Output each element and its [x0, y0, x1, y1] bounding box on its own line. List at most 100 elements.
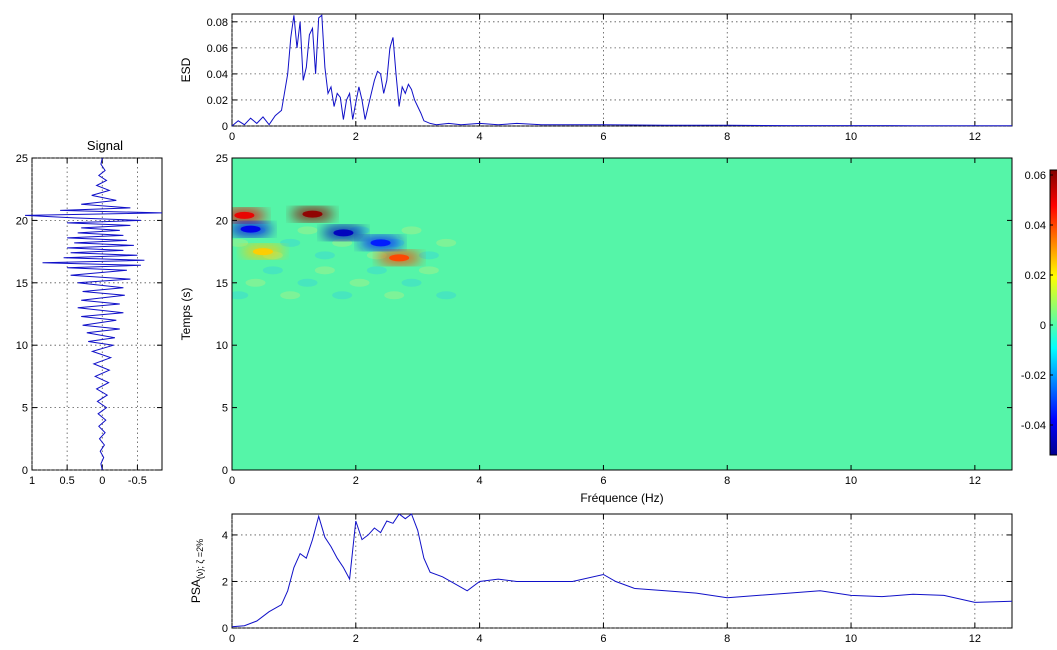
colorbar-tick-label: -0.04: [1021, 420, 1046, 432]
esd-ytick-label: 0.08: [207, 17, 228, 29]
spectrogram-ytick-label: 25: [216, 153, 228, 165]
colorbar-tick-label: -0.02: [1021, 370, 1046, 382]
spectrogram-background: [232, 158, 1012, 470]
signal-xtick-label: 1: [29, 475, 35, 487]
esd-ytick-label: 0.02: [207, 95, 228, 107]
psa-ticks: 0 2 4 6 8 10 12 0 2 4: [222, 514, 1012, 645]
spectrogram-hotspot-core: [389, 254, 410, 262]
signal-ytick-label: 10: [16, 340, 28, 352]
psa-xtick-label: 0: [229, 633, 235, 645]
colorbar-tick-label: 0.04: [1025, 220, 1046, 232]
psa-xtick-label: 8: [724, 633, 730, 645]
spectrogram-texture: [401, 226, 422, 235]
spectrogram-ytick-label: 15: [216, 278, 228, 290]
spectrogram-texture: [280, 238, 301, 247]
psa-ylabel: PSA(ν); ζ =2%: [189, 539, 205, 603]
psa-xtick-label: 4: [477, 633, 483, 645]
spectrogram-xtick-label: 6: [600, 475, 606, 487]
spectrogram-texture: [418, 266, 439, 275]
spectrogram-texture: [366, 266, 387, 275]
esd-xtick-label: 10: [845, 131, 857, 143]
spectrogram-texture: [436, 238, 457, 247]
spectrogram-ytick-label: 0: [222, 465, 228, 477]
spectrogram-xlabel: Fréquence (Hz): [580, 491, 663, 505]
spectrogram-hotspot-core: [234, 211, 255, 219]
spectrogram-ytick-label: 5: [222, 403, 228, 415]
spectrogram-hotspot-core: [252, 248, 273, 256]
signal-title: Signal: [87, 138, 123, 153]
signal-series-line: [24, 157, 163, 471]
colorbar-tick-label: 0: [1040, 320, 1046, 332]
colorbar-tick-label: 0.02: [1025, 270, 1046, 282]
spectrogram-texture: [349, 278, 370, 287]
psa-xtick-label: 6: [600, 633, 606, 645]
esd-xtick-label: 0: [229, 131, 235, 143]
esd-ytick-label: 0.04: [207, 69, 228, 81]
signal-axes-box: [31, 157, 163, 471]
spectrogram-texture: [262, 266, 283, 275]
spectrogram-texture: [245, 278, 266, 287]
psa-ytick-label: 4: [222, 530, 228, 542]
esd-xtick-label: 2: [353, 131, 359, 143]
colorbar-gradient: [1049, 169, 1057, 456]
spectrogram-axes-box: [231, 157, 1013, 471]
psa-panel: 0 2 4 6 8 10 12 0 2 4 PSA(ν); ζ =2%: [189, 513, 1013, 645]
spectrogram-hotspot-core: [370, 239, 391, 247]
spectrogram-ticks: 0 2 4 6 8 10 12 0 5 10 15 20 25: [216, 153, 1012, 487]
spectrogram-xtick-label: 8: [724, 475, 730, 487]
colorbar-tick-label: 0.06: [1025, 170, 1046, 182]
psa-xtick-label: 2: [353, 633, 359, 645]
esd-xtick-label: 12: [969, 131, 981, 143]
spectrogram-texture: [332, 238, 353, 247]
signal-ytick-label: 25: [16, 153, 28, 165]
psa-ytick-label: 2: [222, 576, 228, 588]
spectrogram-ylabel: Temps (s): [179, 288, 193, 341]
spectrogram-xtick-label: 2: [353, 475, 359, 487]
spectrogram-xtick-label: 12: [969, 475, 981, 487]
signal-ytick-label: 20: [16, 215, 28, 227]
colorbar: -0.04 -0.02 0 0.02 0.04 0.06: [1021, 169, 1057, 456]
psa-series-line: [231, 513, 1013, 628]
esd-series-line: [231, 14, 1012, 127]
esd-panel: 0 2 4 6 8 10 12 0 0.02 0.04 0.06 0.08 ESD: [179, 13, 1013, 143]
spectrogram-hotspot-core: [302, 210, 323, 218]
esd-ytick-label: 0.06: [207, 43, 228, 55]
spectrogram-texture: [314, 266, 335, 275]
esd-axes-box: [231, 13, 1013, 127]
signal-ytick-label: 5: [22, 403, 28, 415]
psa-ylabel-sub: (ν); ζ =2%: [195, 539, 205, 579]
spectrogram-texture: [232, 291, 249, 300]
esd-xtick-label: 8: [724, 131, 730, 143]
signal-xtick-label: 0.5: [59, 475, 74, 487]
spectrogram-hotspot-core: [240, 225, 261, 233]
spectrogram-hotspots: [232, 207, 457, 300]
psa-xtick-label: 12: [969, 633, 981, 645]
spectrogram-xtick-label: 10: [845, 475, 857, 487]
psa-grid: [231, 514, 1012, 629]
colorbar-ticks: -0.04 -0.02 0 0.02 0.04 0.06: [1021, 170, 1053, 432]
spectrogram-texture: [232, 238, 249, 247]
psa-axes-box: [231, 513, 1013, 629]
spectrogram-xtick-label: 4: [477, 475, 483, 487]
esd-xtick-label: 6: [600, 131, 606, 143]
spectrogram-texture: [280, 291, 301, 300]
signal-ytick-label: 0: [22, 465, 28, 477]
spectrogram-panel: 0 2 4 6 8 10 12 0 5 10 15 20 25 Fréquence (Hz) Temps…: [179, 153, 1013, 505]
spectrogram-ytick-label: 20: [216, 215, 228, 227]
spectrogram-ytick-label: 10: [216, 340, 228, 352]
spectrogram-texture: [297, 226, 318, 235]
spectrogram-texture: [332, 291, 353, 300]
spectrogram-texture: [418, 251, 439, 260]
esd-ytick-label: 0: [222, 121, 228, 133]
esd-ylabel: ESD: [179, 57, 193, 82]
psa-ytick-label: 0: [222, 623, 228, 635]
spectrogram-texture: [384, 291, 405, 300]
spectrogram-texture: [297, 278, 318, 287]
psa-ylabel-main: PSA: [189, 579, 203, 603]
esd-grid: [231, 14, 1012, 127]
psa-xtick-label: 10: [845, 633, 857, 645]
signal-xtick-label: -0.5: [128, 475, 147, 487]
signal-ytick-label: 15: [16, 278, 28, 290]
spectrogram-texture: [314, 251, 335, 260]
